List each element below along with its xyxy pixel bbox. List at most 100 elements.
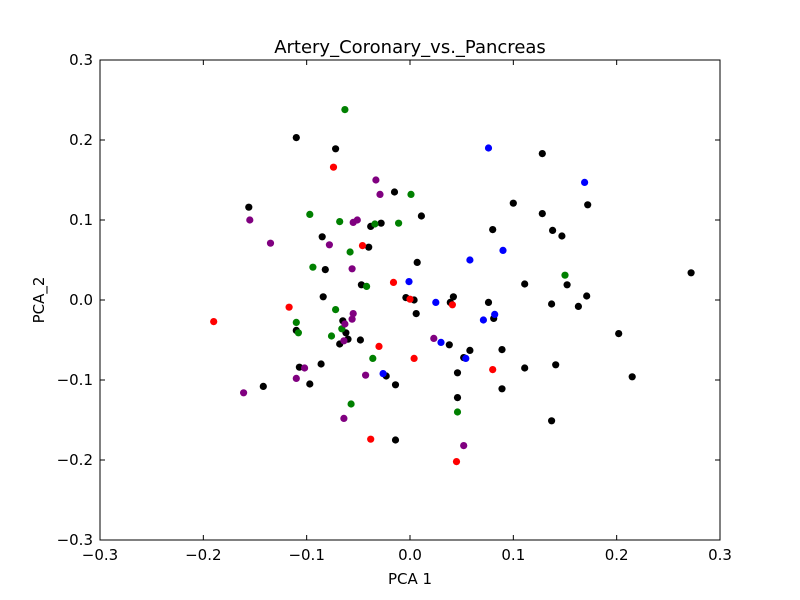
data-point (452, 458, 461, 466)
y-tick-label: −0.1 (57, 371, 93, 389)
data-point (348, 315, 356, 323)
data-point (318, 233, 326, 241)
data-point (329, 163, 338, 171)
x-tick-label: 0.1 (501, 546, 525, 564)
data-point (498, 346, 506, 354)
data-point (347, 400, 355, 408)
y-tick-label: 0.2 (69, 131, 93, 149)
x-axis-label: PCA 1 (388, 570, 432, 588)
data-point (365, 243, 373, 251)
data-point (484, 144, 493, 152)
data-point (327, 332, 336, 340)
data-point (430, 334, 438, 342)
data-point (348, 265, 356, 273)
data-point (584, 201, 592, 209)
plot-frame (99, 59, 721, 541)
data-point (437, 338, 445, 346)
ticks-layer: −0.3 −0.2 −0.1 0.0 0.1 0.2 0.3 −0.3 −0.2 −0.1 0.0 0… (57, 51, 732, 564)
x-tick-label: 0.3 (708, 546, 732, 564)
data-point (538, 210, 546, 218)
data-point (521, 280, 529, 288)
data-point (317, 360, 325, 368)
data-point (376, 190, 384, 198)
data-point (377, 219, 385, 227)
data-point (407, 190, 415, 198)
data-point (306, 210, 314, 218)
data-point (538, 150, 546, 158)
x-tick-label: −0.2 (185, 546, 221, 564)
data-point (341, 106, 349, 114)
data-point (266, 239, 275, 247)
data-point (549, 226, 557, 234)
y-tick-label: 0.3 (69, 51, 93, 69)
data-point (391, 436, 400, 444)
data-point (375, 342, 383, 350)
y-axis-label: PCA_2 (30, 277, 49, 324)
y-tick-label: 0.1 (69, 211, 93, 229)
data-point (448, 301, 456, 309)
data-point (356, 336, 364, 344)
data-point (628, 373, 636, 381)
data-point (301, 364, 309, 372)
data-point (363, 282, 371, 290)
data-point (336, 218, 344, 226)
data-point (390, 188, 399, 196)
data-point (332, 306, 340, 314)
data-point (410, 354, 418, 362)
data-point (240, 389, 248, 397)
data-point (372, 176, 380, 184)
data-point (412, 310, 420, 318)
data-point (563, 281, 571, 289)
data-point (340, 414, 348, 422)
data-point (462, 354, 470, 362)
data-point (413, 258, 421, 266)
data-point (332, 145, 340, 153)
data-point (548, 300, 556, 308)
data-point (340, 337, 348, 345)
data-point (466, 346, 474, 354)
data-point (453, 369, 462, 377)
data-point (362, 371, 370, 379)
data-point (509, 199, 517, 207)
data-point (369, 354, 377, 362)
data-point (395, 219, 403, 227)
data-point (325, 241, 333, 249)
data-point (210, 318, 218, 326)
data-point (341, 320, 349, 328)
data-point (389, 278, 398, 286)
y-tick-label: −0.3 (57, 531, 93, 549)
data-point (379, 370, 387, 378)
data-point (246, 216, 254, 224)
data-point (552, 361, 560, 369)
data-point (489, 366, 497, 374)
data-point (491, 310, 499, 318)
data-point (574, 302, 583, 310)
data-point (521, 364, 529, 372)
x-tick-label: 0.2 (605, 546, 629, 564)
x-tick-label: −0.1 (288, 546, 324, 564)
data-point (309, 263, 317, 271)
data-point (292, 134, 300, 142)
data-point (353, 216, 361, 224)
data-point (367, 435, 375, 443)
data-point (259, 382, 267, 390)
data-point (558, 232, 566, 240)
data-point (548, 417, 556, 425)
data-point (498, 385, 506, 393)
data-point (453, 394, 462, 402)
data-point (294, 329, 302, 337)
data-point (484, 298, 493, 306)
data-point (371, 220, 379, 228)
data-point (466, 256, 474, 264)
data-point (453, 408, 462, 416)
data-point (285, 303, 293, 311)
x-tick-label: −0.3 (82, 546, 118, 564)
data-point (615, 330, 623, 338)
data-point (405, 278, 413, 286)
data-point (479, 316, 487, 324)
data-point (306, 380, 314, 388)
data-point (489, 226, 497, 234)
data-point (245, 203, 253, 211)
y-tick-label: 0.0 (69, 291, 93, 309)
